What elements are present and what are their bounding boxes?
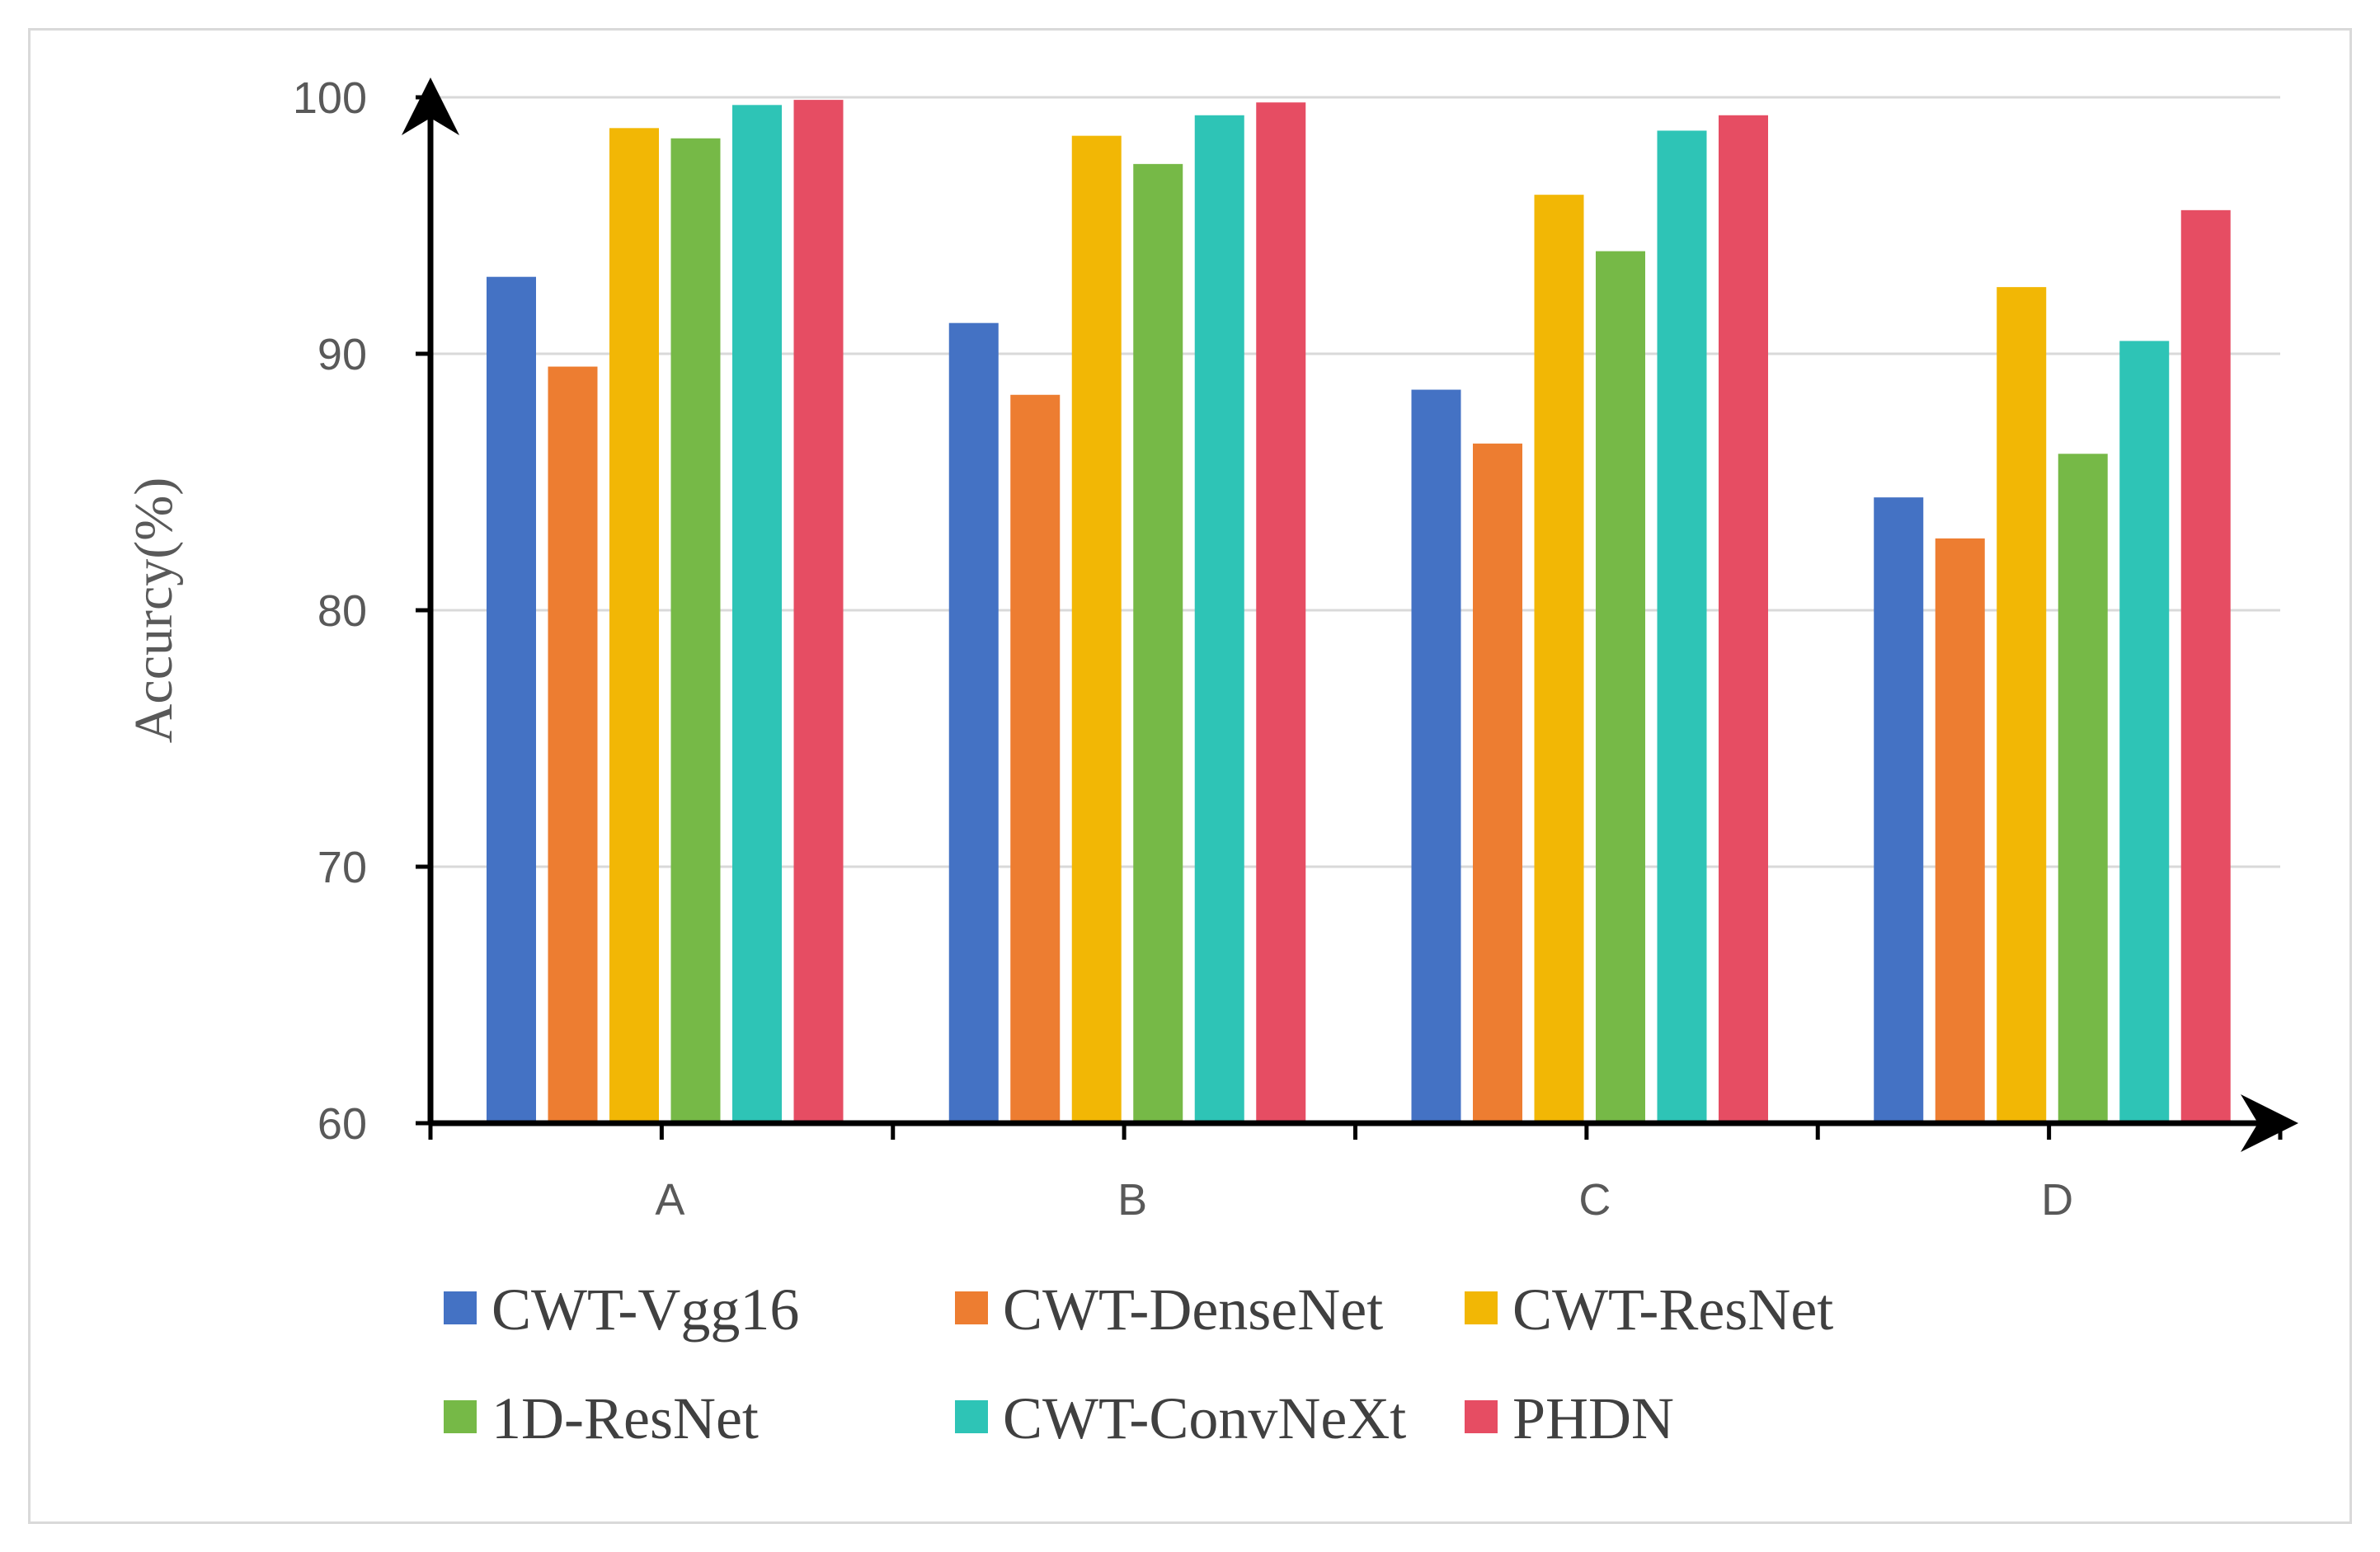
bar-B-cwt-densenet <box>1010 394 1061 1123</box>
y-tick-label-70: 70 <box>317 843 367 892</box>
bar-D-cwt-convnext <box>2119 341 2170 1123</box>
legend-label-cwt-densenet: CWT-DenseNet <box>1003 1277 1383 1343</box>
legend-swatch-cwt-convnext <box>955 1400 988 1433</box>
y-tick-label-90: 90 <box>317 330 367 379</box>
bar-A-cwt-densenet <box>548 366 598 1123</box>
legend-label-phdn: PHDN <box>1512 1385 1674 1451</box>
y-tick-label-80: 80 <box>317 586 367 636</box>
legend: CWT-Vgg16 CWT-DenseNet CWT-ResNet 1D-ResNet… <box>444 1277 1833 1451</box>
bar-C-cwt-densenet <box>1473 443 1522 1123</box>
y-axis-title: Accurcy(%) <box>124 477 184 743</box>
bar-B-cwt-convnext <box>1194 115 1244 1123</box>
bar-D-cwt-resnet <box>1997 287 2047 1123</box>
x-tick-label-A: A <box>655 1175 684 1225</box>
legend-swatch-cwt-resnet <box>1465 1291 1498 1324</box>
legend-swatch-cwt-densenet <box>955 1291 988 1324</box>
bar-C-cwt-vgg16 <box>1411 389 1461 1123</box>
bar-A-cwt-resnet <box>609 128 659 1123</box>
bar-B-cwt-vgg16 <box>948 322 999 1123</box>
bar-A-1d-resnet <box>670 138 721 1123</box>
y-tick-label-60: 60 <box>317 1099 367 1149</box>
legend-label-cwt-vgg16: CWT-Vgg16 <box>492 1277 799 1343</box>
y-tick-label-100: 100 <box>293 73 367 123</box>
legend-label-1d-resnet: 1D-ResNet <box>492 1385 759 1451</box>
bar-C-phdn <box>1719 115 1768 1123</box>
bar-D-1d-resnet <box>2058 454 2108 1123</box>
bar-D-phdn <box>2180 209 2231 1124</box>
axes <box>402 78 2298 1152</box>
bar-A-cwt-convnext <box>732 105 782 1124</box>
bar-C-1d-resnet <box>1596 251 1645 1124</box>
bars <box>487 100 2231 1124</box>
legend-label-cwt-resnet: CWT-ResNet <box>1512 1277 1833 1343</box>
legend-swatch-1d-resnet <box>444 1400 477 1433</box>
legend-swatch-phdn <box>1465 1400 1498 1433</box>
bar-B-phdn <box>1256 102 1306 1124</box>
x-tick-label-C: C <box>1578 1175 1611 1225</box>
tick-labels: 60 70 80 90 100 A B C D <box>293 73 2073 1225</box>
bar-B-1d-resnet <box>1133 163 1183 1124</box>
legend-label-cwt-convnext: CWT-ConvNeXt <box>1003 1385 1406 1451</box>
bar-C-cwt-resnet <box>1534 195 1584 1124</box>
bar-D-cwt-densenet <box>1935 538 1985 1123</box>
x-tick-label-B: B <box>1117 1175 1147 1225</box>
bar-D-cwt-vgg16 <box>1874 497 1924 1123</box>
bar-A-phdn <box>793 100 844 1124</box>
bar-B-cwt-resnet <box>1071 135 1122 1123</box>
legend-swatch-cwt-vgg16 <box>444 1291 477 1324</box>
bar-A-cwt-vgg16 <box>487 276 536 1124</box>
bar-C-cwt-convnext <box>1657 130 1707 1124</box>
x-tick-label-D: D <box>2041 1175 2073 1225</box>
